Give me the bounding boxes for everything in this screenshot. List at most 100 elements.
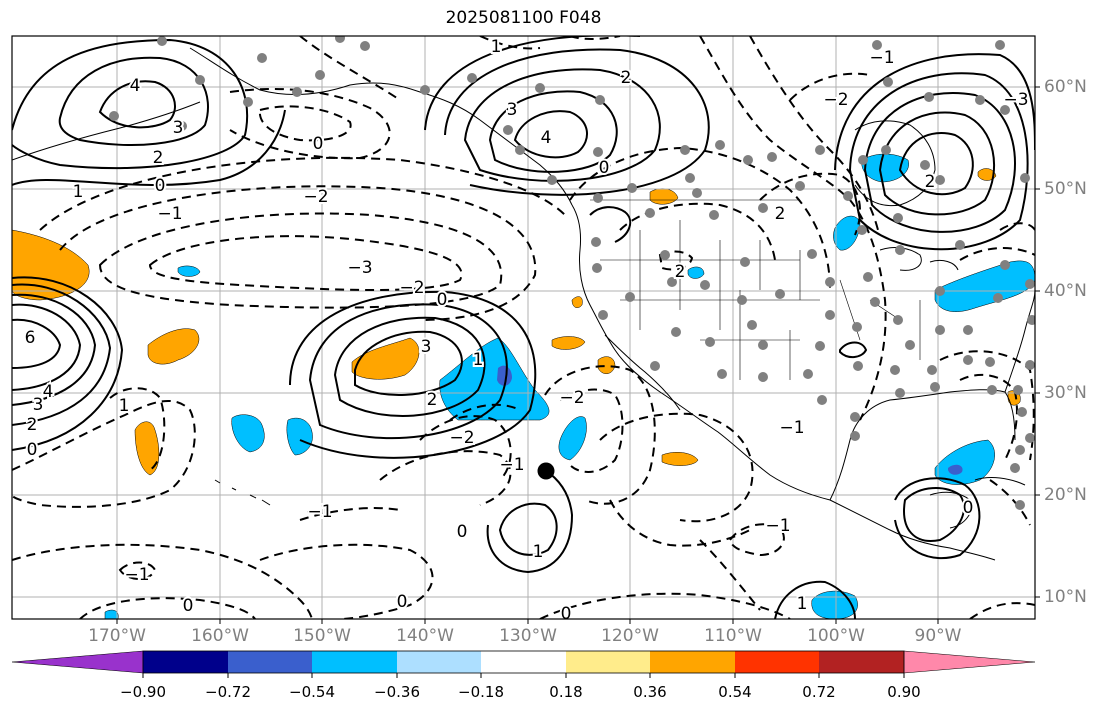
blue-region-plains bbox=[687, 266, 705, 279]
orange-region-quebec bbox=[977, 168, 997, 181]
contour-sub-1 bbox=[498, 502, 558, 556]
contour-label: 1 bbox=[533, 542, 544, 562]
colorbar-segment-5 bbox=[481, 651, 566, 673]
contour-east-trough2 bbox=[749, 36, 879, 231]
contour-ne-n2 bbox=[999, 222, 1035, 231]
contour-west-5 bbox=[12, 303, 82, 391]
contour-east-high-6 bbox=[898, 132, 974, 196]
contour-label: 0 bbox=[313, 134, 324, 154]
lat-label-50n: 50°N bbox=[1044, 179, 1087, 199]
contour-label: 2 bbox=[621, 68, 632, 88]
colorbar-segment-8 bbox=[735, 651, 819, 673]
contour-south-0 bbox=[539, 592, 791, 619]
contour-nw-high-2 bbox=[12, 38, 249, 170]
contour-mid-0c bbox=[259, 543, 434, 619]
contour-nw-high-3 bbox=[58, 56, 209, 146]
contour-west-2 bbox=[12, 276, 124, 451]
colorbar-tick-label: −0.90 bbox=[120, 683, 166, 701]
contour-east-n2b bbox=[789, 72, 871, 101]
contour-sub-n1 bbox=[419, 415, 512, 481]
colorbar-segment-2 bbox=[228, 651, 312, 673]
gulf-coast bbox=[829, 389, 1016, 501]
contour-ak-4 bbox=[513, 110, 588, 159]
contour-bc-0 bbox=[589, 206, 632, 243]
lat-label-20n: 20°N bbox=[1044, 485, 1087, 505]
contour-mid-0 bbox=[839, 341, 868, 358]
axis-ticks bbox=[116, 86, 1040, 624]
contour-nw-high-4 bbox=[98, 80, 176, 129]
contour-pac-low-2 bbox=[98, 212, 503, 309]
contour-label: −3 bbox=[1003, 90, 1028, 110]
contour-label: 0 bbox=[397, 592, 408, 612]
contour-carib-0 bbox=[894, 477, 981, 560]
contour-label: 3 bbox=[420, 337, 431, 357]
colorbar-outline bbox=[142, 650, 905, 674]
contour-label: −1 bbox=[499, 455, 524, 475]
lon-label-160w: 160°W bbox=[191, 626, 249, 646]
orange-region-midpac bbox=[351, 337, 420, 380]
contour-label: −2 bbox=[399, 278, 424, 298]
contour-label: −1 bbox=[307, 502, 332, 522]
state-borders bbox=[590, 199, 921, 380]
contour-label: 1 bbox=[119, 396, 130, 416]
contour-label: 4 bbox=[541, 128, 552, 148]
contour-west-6 bbox=[12, 318, 62, 369]
contour-label: −2 bbox=[559, 388, 584, 408]
colorbar-tick-label: 0.72 bbox=[802, 683, 836, 701]
orange-region-dateline bbox=[12, 229, 90, 301]
contour-pac-low-1 bbox=[59, 185, 537, 321]
lon-label-150w: 150°W bbox=[293, 626, 351, 646]
colorbar-segment-9 bbox=[819, 651, 904, 673]
contour-label: −1 bbox=[765, 516, 790, 536]
east-coast bbox=[1004, 289, 1035, 393]
contour-west-0 bbox=[12, 399, 196, 508]
contour-carib-1 bbox=[903, 487, 965, 542]
colorbar-tick-label: −0.72 bbox=[205, 683, 251, 701]
contour-sw-0b bbox=[79, 597, 256, 619]
contour-label: 0 bbox=[599, 158, 610, 178]
orange-region-mexico2 bbox=[661, 452, 699, 466]
lon-label-100w: 100°W bbox=[807, 626, 865, 646]
contour-mexico-0b bbox=[609, 499, 751, 547]
blue-region-small bbox=[177, 265, 201, 277]
contour-east-high-3 bbox=[848, 72, 1029, 251]
contour-ne-n3 bbox=[959, 247, 1035, 261]
colorbar-tick-label: 0.90 bbox=[887, 683, 921, 701]
contour-label: −2 bbox=[449, 428, 474, 448]
purple-region-gulf bbox=[948, 464, 963, 475]
contour-ak-2 bbox=[463, 68, 661, 182]
lat-label-60n: 60°N bbox=[1044, 77, 1087, 97]
contour-west-n1 bbox=[109, 387, 166, 471]
colorbar-segment-6 bbox=[566, 651, 650, 673]
contour-mid-0b bbox=[379, 450, 512, 506]
contour-carib-0b bbox=[989, 479, 1031, 526]
lon-label-90w: 90°W bbox=[914, 626, 962, 646]
contour-label: 3 bbox=[507, 100, 518, 120]
aleutian-chain bbox=[12, 101, 201, 161]
contour-n-2 bbox=[569, 36, 621, 40]
colorbar-tick-label: −0.54 bbox=[289, 683, 335, 701]
contour-ak-3 bbox=[488, 90, 618, 173]
station-dots bbox=[109, 36, 1035, 510]
contour-label: 2 bbox=[925, 172, 936, 192]
contour-label: 0 bbox=[437, 290, 448, 310]
contour-label: 4 bbox=[130, 76, 141, 96]
map-background bbox=[12, 36, 1035, 619]
contour-ak-0 bbox=[424, 36, 640, 131]
central-america bbox=[829, 499, 996, 561]
contour-plains-0 bbox=[569, 146, 831, 291]
contour-s-0 bbox=[969, 602, 1035, 619]
colorbar-segment-4 bbox=[397, 651, 481, 673]
blue-region-gulf bbox=[934, 439, 995, 485]
lon-label-130w: 130°W bbox=[499, 626, 557, 646]
contour-label: −3 bbox=[347, 258, 372, 278]
contour-label: 1 bbox=[797, 594, 808, 614]
colorbar-segment-3 bbox=[312, 651, 397, 673]
contour-baja-n2 bbox=[559, 388, 624, 473]
orange-region-ca bbox=[551, 336, 586, 350]
contour-label: 0 bbox=[457, 522, 468, 542]
contour-label: 1 bbox=[473, 350, 484, 370]
baja-peninsula bbox=[604, 334, 681, 411]
contour-s-1 bbox=[774, 580, 856, 619]
contour-midpac-1 bbox=[308, 303, 508, 440]
